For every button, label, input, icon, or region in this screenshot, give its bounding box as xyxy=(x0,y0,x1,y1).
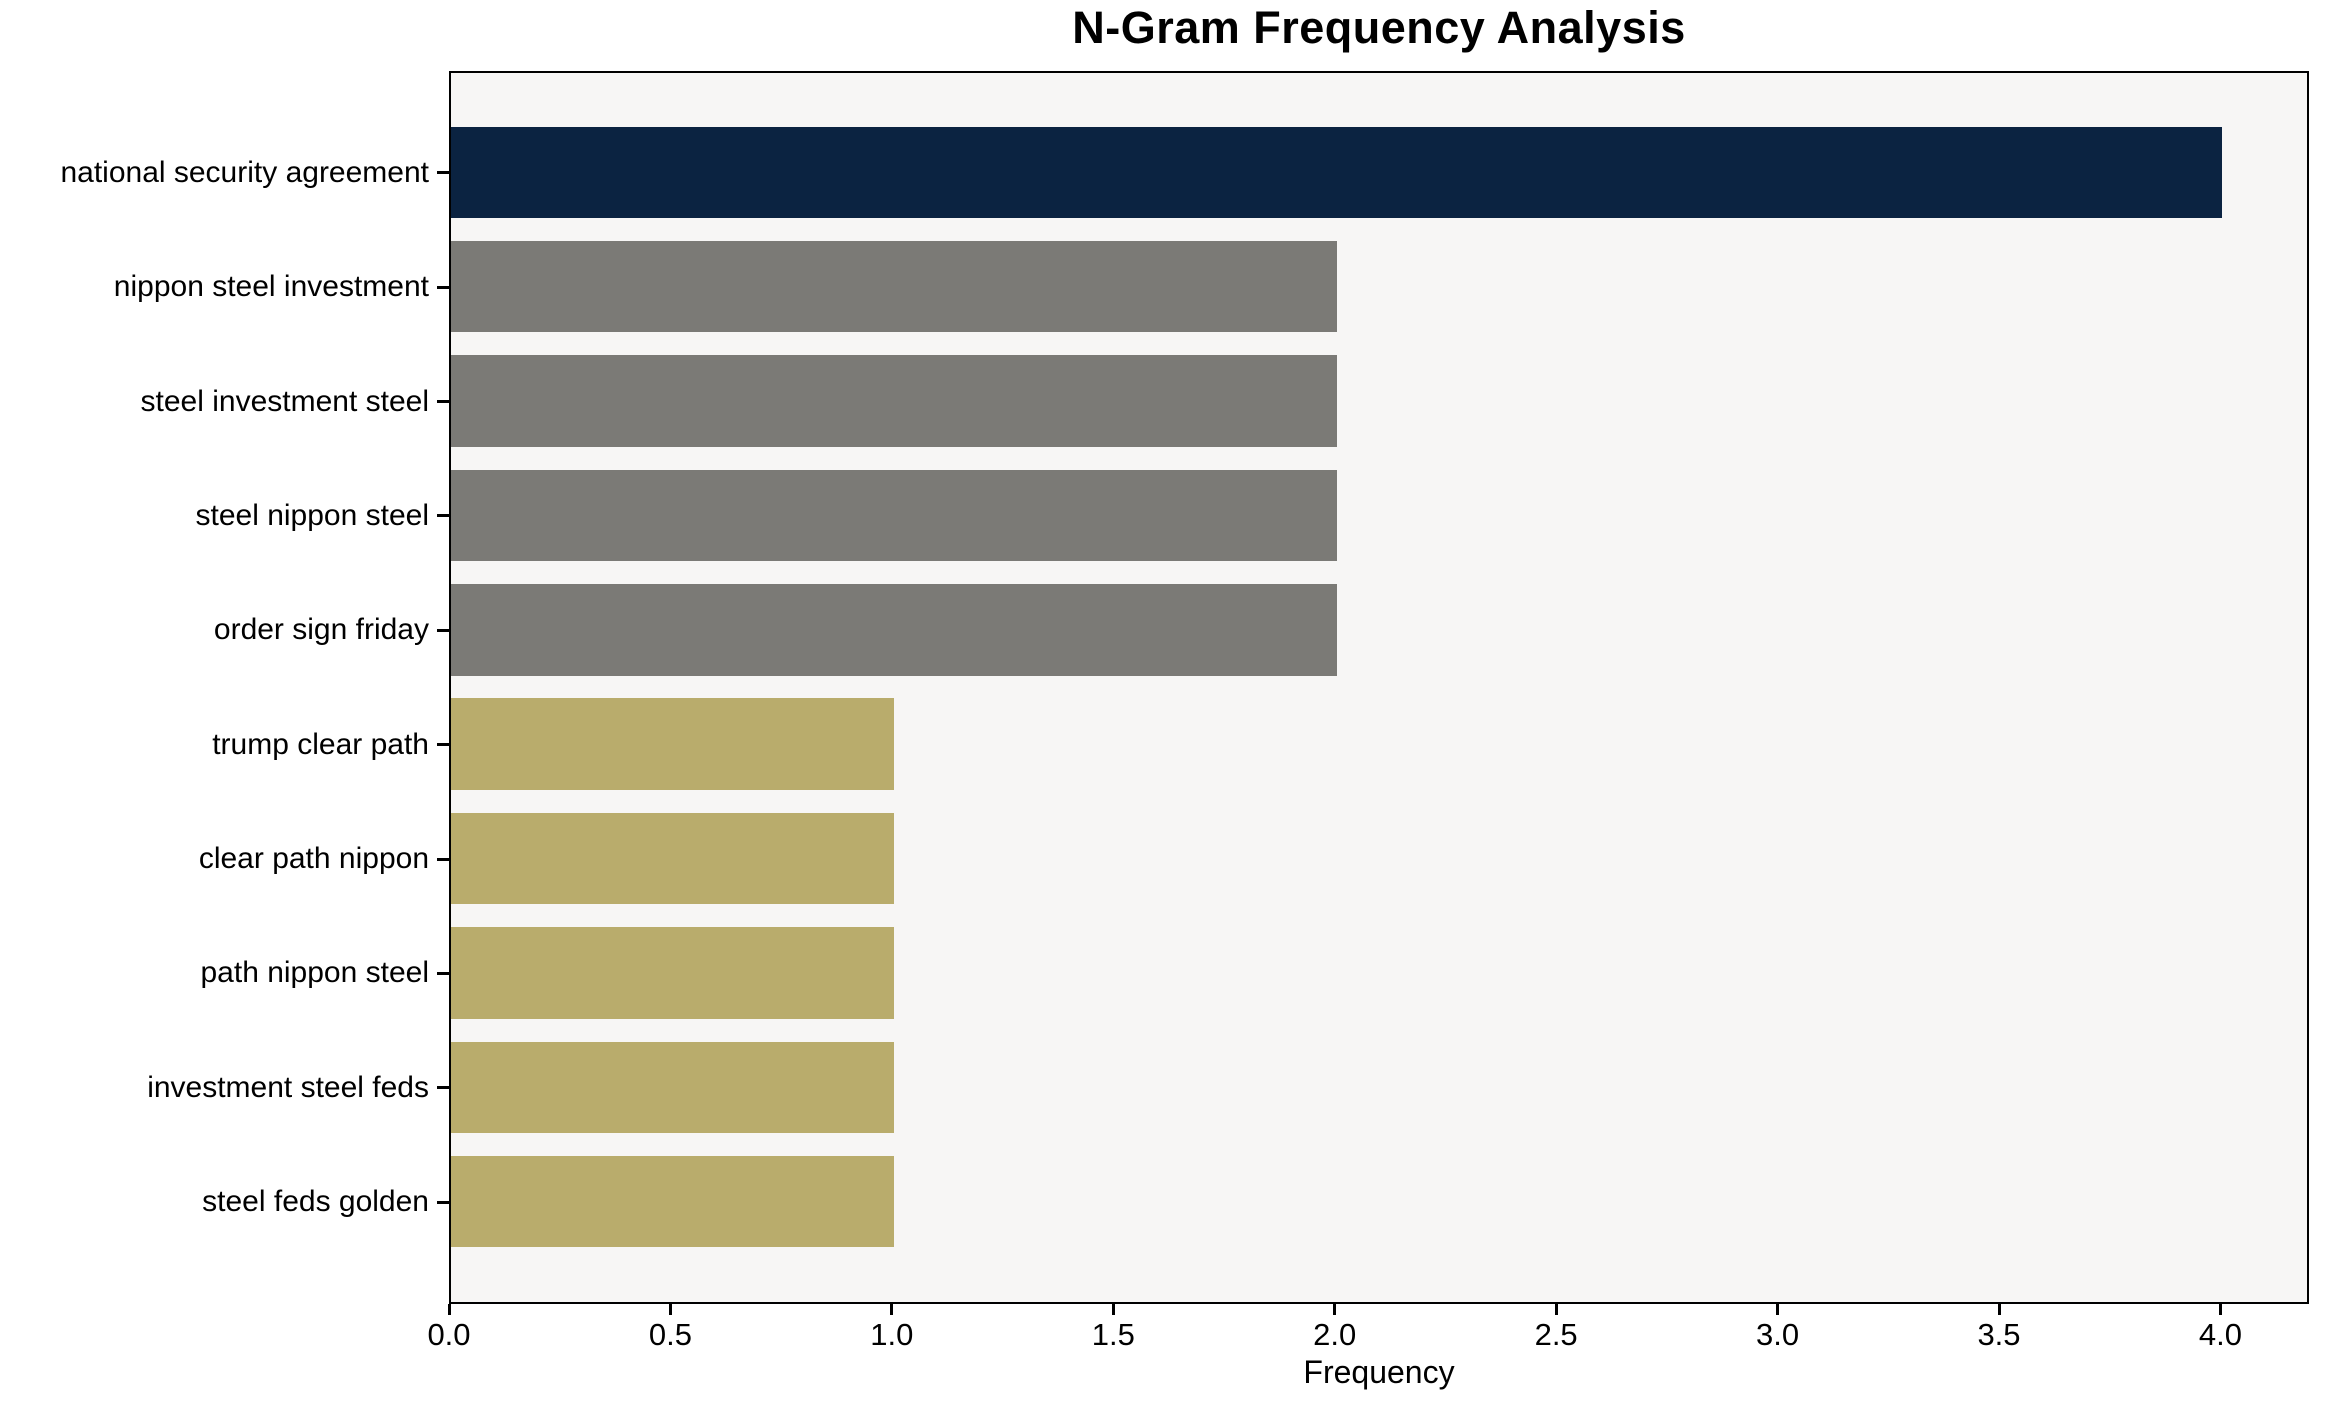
y-axis-category-label: order sign friday xyxy=(213,613,429,647)
y-axis-tick xyxy=(437,171,449,175)
bar-order-sign-friday xyxy=(451,584,1337,676)
bar-national-security-agreement xyxy=(451,126,2223,218)
y-axis-tick xyxy=(437,514,449,518)
y-axis-category-label: steel nippon steel xyxy=(195,498,430,532)
bar-steel-feds-golden xyxy=(451,1155,894,1248)
x-axis-tick xyxy=(668,1304,672,1315)
x-axis-tick xyxy=(1776,1304,1780,1315)
y-axis-tick xyxy=(437,743,449,747)
y-axis-category-label: steel investment steel xyxy=(140,384,429,418)
bar-steel-nippon-steel xyxy=(451,469,1337,562)
x-axis-tick-label: 4.0 xyxy=(2198,1317,2242,1352)
chart-title: N-Gram Frequency Analysis xyxy=(1072,2,1686,53)
x-axis-tick xyxy=(890,1304,894,1315)
x-axis-tick xyxy=(1554,1304,1558,1315)
y-axis-category-label: steel feds golden xyxy=(202,1185,429,1219)
y-axis-tick xyxy=(437,400,449,404)
y-axis-tick xyxy=(437,971,449,975)
bar-steel-investment-steel xyxy=(451,355,1337,447)
x-axis-tick-label: 3.5 xyxy=(1977,1317,2021,1352)
x-axis-tick-label: 2.0 xyxy=(1313,1317,1357,1352)
bar-path-nippon-steel xyxy=(451,927,894,1019)
y-axis-category-label: nippon steel investment xyxy=(113,270,429,304)
y-axis-category-label: clear path nippon xyxy=(198,842,429,876)
x-axis-tick-label: 0.5 xyxy=(648,1317,692,1352)
y-axis-category-label: trump clear path xyxy=(212,727,429,761)
bar-clear-path-nippon xyxy=(451,812,894,905)
x-axis-tick xyxy=(1997,1304,2001,1315)
y-axis-category-label: investment steel feds xyxy=(147,1070,429,1104)
x-axis-tick xyxy=(2218,1304,2222,1315)
x-axis-title: Frequency xyxy=(1303,1354,1455,1390)
y-axis-category-label: national security agreement xyxy=(60,155,429,189)
y-axis-tick xyxy=(437,857,449,861)
x-axis-tick xyxy=(1333,1304,1337,1315)
x-axis-tick-label: 0.0 xyxy=(427,1317,471,1352)
bar-trump-clear-path xyxy=(451,698,894,790)
plot-area xyxy=(449,71,2309,1304)
x-axis-tick-label: 1.0 xyxy=(870,1317,914,1352)
y-axis-tick xyxy=(437,285,449,289)
y-axis-tick xyxy=(437,1200,449,1204)
x-axis-tick xyxy=(1111,1304,1115,1315)
x-axis-tick-label: 2.5 xyxy=(1534,1317,1578,1352)
x-axis-tick-label: 1.5 xyxy=(1091,1317,1135,1352)
y-axis-category-label: path nippon steel xyxy=(200,956,429,990)
y-axis-tick xyxy=(437,628,449,632)
bar-nippon-steel-investment xyxy=(451,240,1337,333)
x-axis-tick-label: 3.0 xyxy=(1756,1317,1800,1352)
bar-investment-steel-feds xyxy=(451,1041,894,1134)
y-axis-tick xyxy=(437,1086,449,1090)
x-axis-tick xyxy=(447,1304,451,1315)
